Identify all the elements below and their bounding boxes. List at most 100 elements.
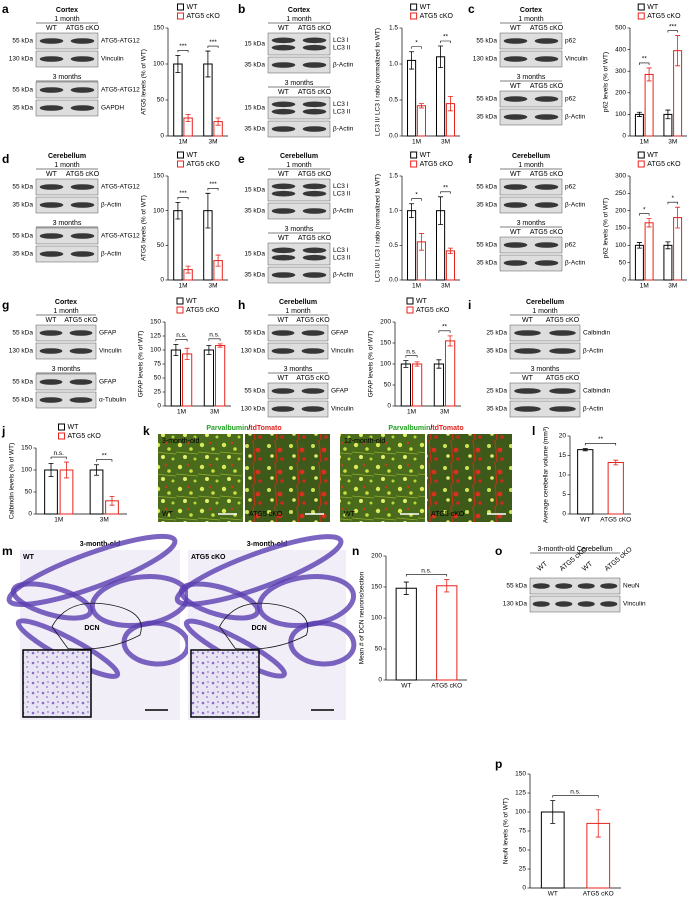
error-bar	[665, 241, 671, 250]
blot-strip	[499, 196, 563, 214]
x-tick-label: ATG5 cKO	[431, 683, 462, 690]
error-bar	[185, 265, 191, 274]
image-genotype: ATG5 cKO	[249, 511, 283, 518]
blot-heading: Cortex	[56, 7, 78, 14]
y-tick-label: 0	[28, 511, 32, 518]
bar	[436, 56, 446, 137]
protein-label: p62	[565, 96, 576, 103]
protein-label: Vinculin	[331, 348, 354, 355]
lane-label: WT	[278, 25, 290, 32]
y-tick-label: 150	[153, 25, 164, 32]
legend-label: WT	[416, 298, 428, 305]
significance-label: ***	[209, 39, 217, 46]
y-tick-label: 75	[519, 828, 527, 835]
blot-strip	[35, 99, 99, 117]
protein-label: Vinculin	[623, 601, 646, 608]
kda-label: 15 kDa	[244, 251, 265, 258]
significance-bracket	[411, 46, 422, 49]
y-tick-label: 0	[160, 133, 164, 140]
stain-part: tdTomato	[432, 425, 463, 432]
y-tick-label: 0.0	[389, 133, 398, 140]
blot-heading: 3 months	[53, 220, 82, 227]
y-tick-label: 50	[375, 646, 383, 653]
protein-label: β-Actin	[565, 114, 586, 121]
folium	[6, 533, 178, 607]
stain-part: Parvalbumin	[206, 425, 248, 432]
folium	[174, 534, 344, 607]
protein-label: β-Actin	[333, 272, 354, 279]
blot-strip	[35, 32, 99, 50]
blot-band	[534, 96, 559, 102]
blot-band	[70, 87, 95, 93]
blot-band	[503, 96, 528, 102]
y-tick-label: 150	[515, 771, 526, 778]
protein-label: LC3 I	[333, 183, 349, 190]
lane-label: WT	[510, 229, 522, 236]
legend-label: WT	[186, 4, 198, 11]
x-tick-label: 3M	[440, 409, 449, 416]
legend-swatch	[637, 160, 645, 168]
y-tick-label: 400	[615, 46, 626, 53]
kda-label: 35 kDa	[476, 202, 497, 209]
y-tick-label: 100	[371, 615, 382, 622]
significance-bracket	[207, 188, 219, 191]
blot-strip	[499, 50, 563, 68]
micrograph	[340, 434, 425, 522]
blot-band	[271, 37, 296, 44]
protein-label: Vinculin	[101, 56, 124, 63]
significance-bracket	[175, 339, 188, 342]
bar	[407, 59, 417, 137]
x-tick-label: 1M	[178, 139, 187, 146]
legend-label: ATG5 cKO	[186, 161, 220, 168]
protein-label: β-Actin	[583, 348, 604, 355]
kda-label: 130 kDa	[9, 348, 34, 355]
kda-label: 55 kDa	[476, 38, 497, 45]
blot-band	[271, 44, 296, 51]
stain-title: Parvalbumin/tdTomato	[206, 425, 281, 432]
significance-bracket	[50, 456, 67, 460]
significance-label: ***	[209, 181, 217, 188]
error-bar	[447, 335, 453, 347]
blot-band	[534, 202, 559, 208]
lane-label: WT	[278, 171, 290, 178]
significance-bracket	[667, 30, 678, 33]
blot-heading: Cerebellum	[48, 153, 86, 160]
y-axis-label: Average cerebellar volume (mm³)	[543, 427, 550, 523]
region-label: DCN	[252, 625, 267, 632]
y-tick-label: 0.0	[389, 277, 398, 284]
y-tick-label: 0.5	[389, 242, 398, 249]
kda-label: 55 kDa	[244, 388, 265, 395]
significance-label: **	[598, 436, 604, 443]
blot-band	[302, 190, 327, 197]
y-tick-label: 250	[615, 190, 626, 197]
error-bar	[175, 54, 181, 74]
y-tick-label: 100	[21, 467, 32, 474]
y-tick-label: 300	[615, 173, 626, 180]
blot-band	[70, 38, 95, 44]
error-bar	[613, 459, 619, 466]
blot-band	[534, 56, 559, 62]
panel-letter: f	[468, 152, 473, 166]
kda-label: 25 kDa	[486, 388, 507, 395]
inset	[190, 649, 260, 718]
y-tick-label: 5	[562, 491, 566, 498]
significance-bracket	[177, 197, 189, 200]
legend-label: WT	[647, 152, 659, 159]
y-axis-label: Mean # of DCN neurons/section	[359, 571, 366, 664]
significance-label: n.s.	[421, 567, 432, 574]
error-bar	[205, 50, 211, 78]
y-tick-label: 20	[559, 433, 567, 440]
error-bar	[636, 242, 642, 249]
bar	[607, 462, 624, 515]
lane-label: ATG5 cKO	[530, 25, 564, 32]
significance-label: n.s.	[570, 788, 581, 795]
blot-strip	[35, 178, 99, 196]
blot-band	[39, 348, 63, 354]
legend-swatch	[406, 297, 414, 305]
y-tick-label: 0	[622, 133, 626, 140]
y-tick-label: 25	[519, 866, 527, 873]
blot-strip	[35, 245, 99, 263]
error-bar	[550, 800, 556, 824]
kda-label: 35 kDa	[12, 105, 33, 112]
image-genotype: ATG5 cKO	[431, 511, 465, 518]
